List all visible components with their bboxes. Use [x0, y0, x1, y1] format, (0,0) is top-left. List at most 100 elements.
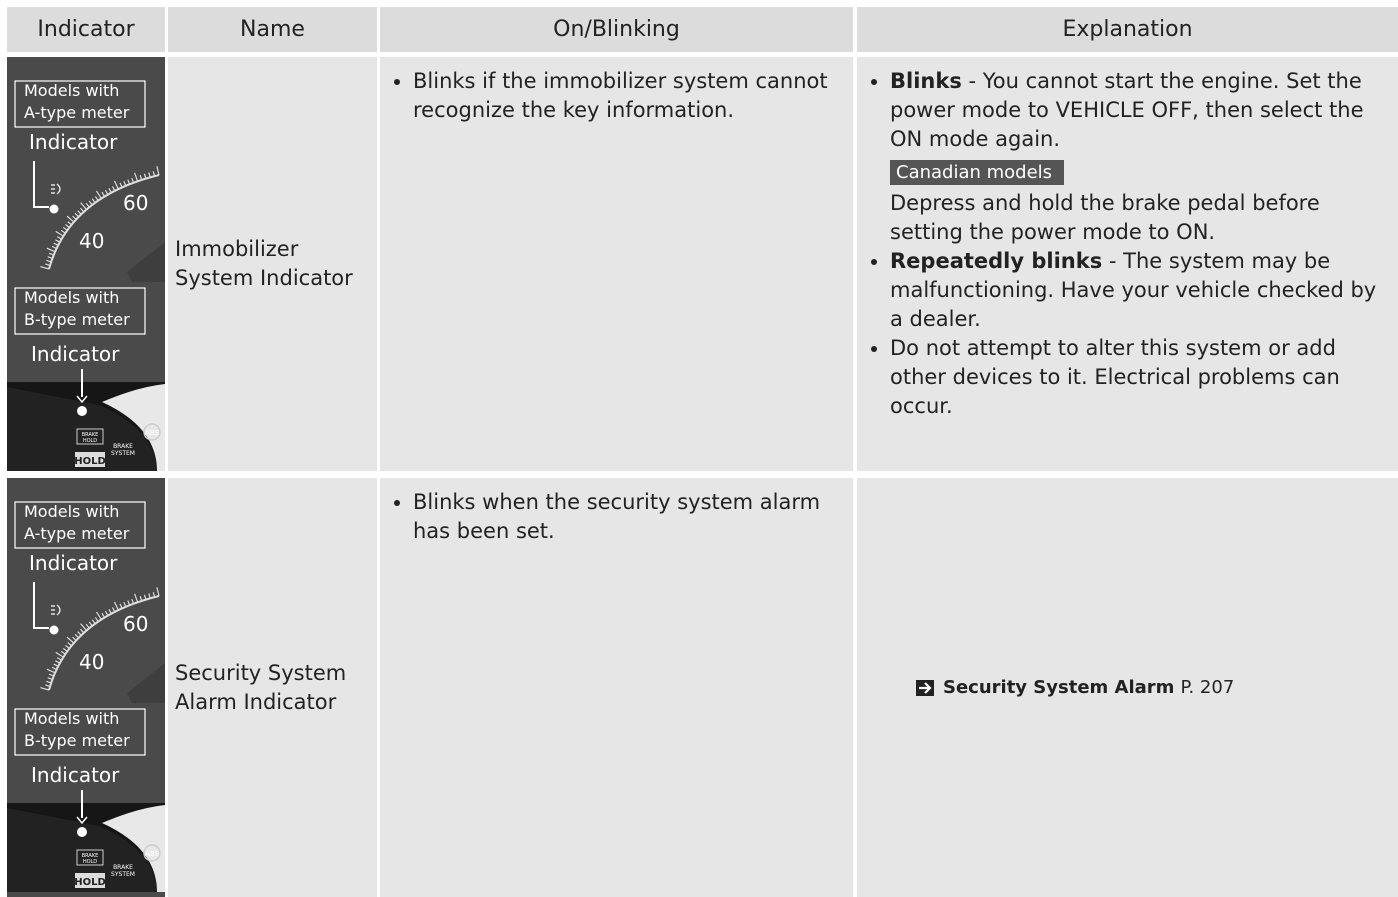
- item-text: Do not attempt to alter this system or a…: [890, 336, 1340, 418]
- gauge-tick: [95, 190, 102, 199]
- arrow: [919, 681, 932, 694]
- gauge-tick: [131, 177, 135, 183]
- hold: HOLD: [74, 877, 106, 888]
- bullet-item: Blinks if the immobilizer system cannot …: [413, 67, 845, 125]
- gauge-number: 40: [79, 229, 104, 253]
- bullet-item: Blinks when the security system alarm ha…: [413, 488, 845, 546]
- gauge-tick: [55, 651, 64, 658]
- gauge-tick: [55, 230, 64, 237]
- gauge-tick: [40, 687, 50, 691]
- b-label: B-type meter: [24, 310, 130, 329]
- gauge-tick: [66, 636, 75, 644]
- a-label: A-type meter: [24, 103, 130, 122]
- gauge-tick: [77, 631, 82, 636]
- note-text: Depress and hold the brake pedal before …: [890, 191, 1320, 244]
- gauge-tick: [104, 189, 109, 195]
- gauge-number: 60: [123, 191, 148, 215]
- gauge-tick: [60, 650, 66, 655]
- gauge-tick: [91, 619, 96, 625]
- gauge-tick: [152, 592, 156, 598]
- bullet-list: Blinks if the immobilizer system cannot …: [388, 67, 845, 125]
- gauge-tick: [66, 215, 75, 223]
- gauge-tick: [46, 680, 52, 684]
- indicator-dot: [77, 827, 87, 837]
- header-text: Indicator: [37, 17, 135, 42]
- gauge-tick: [47, 256, 53, 260]
- gauge-tick: [65, 644, 70, 649]
- a-label-box: [14, 501, 146, 549]
- indicator-image: Models with A-type meter Indicator 60 40 Mode…: [7, 478, 165, 892]
- gauge-tick: [67, 221, 72, 226]
- gauge-tick: [113, 601, 119, 611]
- gauge-tick: [56, 236, 62, 240]
- gauge-tick: [46, 247, 56, 253]
- link-text: Security System Alarm: [943, 677, 1175, 698]
- bullet-item: Blinks - You cannot start the engine. Se…: [890, 67, 1393, 247]
- gauge-tick: [62, 647, 68, 652]
- indicator-image: Models with A-type meter Indicator 60 40 Mode…: [7, 57, 165, 471]
- gauge-tick: [74, 633, 80, 639]
- gauge-tick: [139, 174, 143, 181]
- gauge-tick: [65, 223, 70, 228]
- indicator-dot: [49, 625, 59, 635]
- header-cell: Explanation: [857, 7, 1398, 52]
- gauge-tick: [53, 242, 59, 246]
- on-blinking-cell: Blinks if the immobilizer system cannot …: [380, 57, 853, 471]
- bold-term: Blinks: [890, 69, 962, 93]
- brake-hold-box: [76, 428, 104, 445]
- brake-hold: BRAKE: [82, 432, 99, 438]
- gauge-tick: [46, 259, 52, 263]
- leader-line: [33, 161, 49, 208]
- bullet-item: Do not attempt to alter this system or a…: [890, 334, 1393, 421]
- bullet-list: Blinks when the security system alarm ha…: [388, 488, 845, 546]
- name-cell: Security System Alarm Indicator: [168, 478, 377, 897]
- gauge-tick: [104, 610, 109, 616]
- gauge-tick: [113, 180, 119, 190]
- gauge-shade: [127, 242, 165, 282]
- bullet-item: Repeatedly blinks - The system may be ma…: [890, 247, 1393, 334]
- panel-bezel: [102, 805, 165, 892]
- gauge-tick: [101, 191, 106, 197]
- gauge-tick: [72, 215, 77, 220]
- hold-box: [75, 873, 105, 888]
- gauge-tick: [67, 642, 72, 647]
- gauge-tick: [45, 684, 51, 688]
- gauge-tick: [60, 229, 66, 234]
- gauge-tick: [95, 611, 102, 620]
- gauge-tick: [85, 202, 90, 208]
- gauge-tick: [134, 172, 139, 182]
- indicator-cell: Models with A-type meter Indicator 60 40 Mode…: [7, 478, 165, 897]
- gauge-tick: [88, 200, 93, 206]
- gauge-tick: [108, 188, 112, 193]
- header-text: On/Blinking: [553, 17, 680, 42]
- gauge-tick: [123, 601, 127, 608]
- gauge-tick: [94, 196, 99, 201]
- indicator-label: Indicator: [31, 342, 120, 366]
- gauge-tick: [127, 179, 131, 185]
- gauge-tick: [55, 239, 61, 243]
- gauge-tick: [94, 617, 99, 622]
- gauge-tick: [156, 587, 160, 597]
- gauge-tick: [74, 212, 80, 218]
- panel-bezel: [102, 384, 165, 471]
- gauge-tick: [85, 623, 90, 629]
- gauge-tick: [112, 607, 116, 613]
- a-label: A-type meter: [24, 524, 130, 543]
- indicator-label: Indicator: [29, 130, 118, 154]
- brake-system: SYSTEM: [111, 450, 135, 457]
- header-cell: Indicator: [7, 7, 165, 52]
- gauge-tick: [108, 609, 112, 614]
- gauge-shade: [127, 663, 165, 703]
- b-label-box: [14, 708, 146, 756]
- indicator-label: Indicator: [31, 763, 120, 787]
- explanation-cell: Security System Alarm P. 207: [857, 478, 1398, 897]
- gauge-tick: [51, 245, 57, 250]
- gauge-tick: [56, 657, 62, 661]
- hold-box: [75, 452, 105, 467]
- indicator-label: Indicator: [29, 551, 118, 575]
- leader-line: [33, 582, 49, 629]
- abs-icon: [143, 844, 161, 862]
- gauge-tick: [156, 166, 160, 176]
- gauge-tick: [119, 603, 123, 609]
- brake-hold-box: [76, 849, 104, 866]
